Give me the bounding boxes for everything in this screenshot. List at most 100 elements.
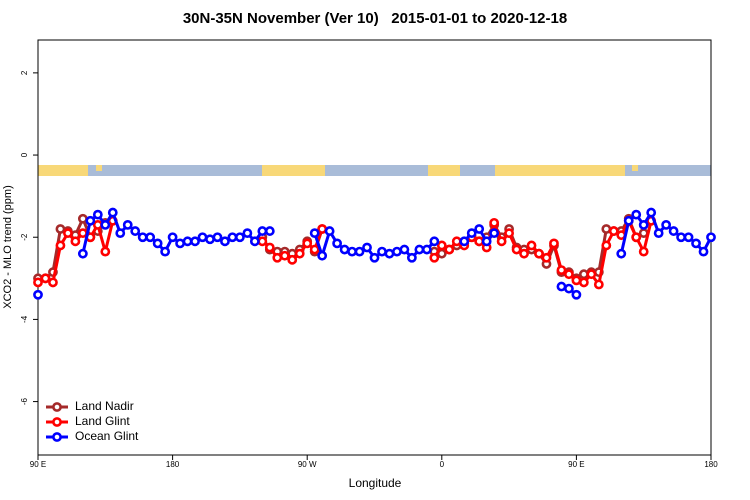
- x-tick-label: 180: [704, 460, 718, 469]
- data-point: [504, 228, 514, 239]
- data-point: [436, 240, 447, 251]
- data-point: [309, 228, 320, 239]
- data-point: [706, 232, 716, 243]
- land-ocean-strip: [38, 165, 711, 176]
- data-point: [638, 220, 649, 230]
- data-point: [601, 224, 612, 234]
- data-point: [399, 244, 410, 255]
- data-point: [638, 246, 649, 257]
- data-point: [40, 273, 51, 284]
- data-point: [421, 244, 432, 255]
- data-point: [571, 289, 582, 300]
- data-point: [100, 246, 111, 257]
- data-point: [623, 215, 634, 226]
- x-tick-label: 90 W: [298, 460, 317, 469]
- x-tick-label: 90 E: [568, 460, 584, 469]
- land-band: [38, 165, 88, 176]
- y-axis-label: XCO2 - MLO trend (ppm): [2, 185, 14, 308]
- data-point: [264, 226, 275, 236]
- data-point: [33, 277, 43, 288]
- data-point: [474, 224, 485, 234]
- land-band: [96, 165, 102, 171]
- data-point: [302, 238, 313, 249]
- data-point: [496, 236, 507, 247]
- data-point: [242, 228, 253, 239]
- data-point: [593, 279, 604, 290]
- data-point: [444, 244, 455, 255]
- data-point: [309, 244, 320, 255]
- data-point: [33, 289, 43, 300]
- legend-label: Land Nadir: [75, 399, 134, 413]
- y-tick-label: -6: [20, 397, 29, 405]
- data-point: [212, 232, 223, 243]
- data-point: [653, 228, 664, 239]
- data-point: [264, 242, 275, 253]
- land-band: [262, 165, 325, 176]
- data-point: [691, 238, 701, 249]
- data-point: [631, 232, 642, 243]
- data-point: [137, 232, 148, 243]
- data-point: [294, 248, 305, 259]
- data-point: [279, 250, 290, 261]
- legend-marker: [52, 402, 62, 412]
- data-point: [564, 269, 574, 280]
- data-point: [549, 238, 559, 249]
- data-point: [571, 275, 582, 286]
- legend-marker: [52, 417, 62, 427]
- data-point: [556, 265, 567, 275]
- data-point: [190, 236, 200, 247]
- data-point: [511, 244, 522, 255]
- data-point: [160, 246, 171, 257]
- data-point: [115, 228, 126, 239]
- data-point: [130, 226, 141, 236]
- data-point: [466, 228, 477, 239]
- data-point: [205, 234, 215, 245]
- y-tick-label: -4: [20, 315, 29, 323]
- data-point: [534, 248, 544, 259]
- series: [33, 207, 716, 300]
- data-point: [55, 240, 66, 251]
- data-point: [249, 236, 260, 247]
- ocean-band: [38, 165, 711, 176]
- data-point: [197, 232, 208, 243]
- data-point: [451, 236, 462, 247]
- x-tick-label: 90 E: [30, 460, 46, 469]
- data-point: [564, 283, 574, 294]
- data-point: [661, 220, 672, 230]
- data-point: [481, 236, 492, 247]
- data-point: [257, 226, 268, 236]
- data-point: [474, 236, 485, 247]
- data-point: [55, 224, 66, 234]
- data-point: [175, 238, 185, 249]
- data-point: [556, 281, 567, 292]
- data-point: [586, 269, 597, 280]
- data-point: [578, 269, 589, 280]
- data-point: [324, 226, 335, 236]
- data-point: [698, 246, 709, 257]
- y-tick-label: -2: [20, 233, 29, 241]
- data-point: [122, 220, 133, 230]
- data-point: [676, 232, 686, 243]
- data-point: [220, 236, 230, 247]
- data-point: [152, 238, 163, 249]
- data-point: [459, 236, 470, 247]
- data-point: [257, 236, 268, 247]
- data-point: [234, 232, 245, 243]
- data-point: [631, 209, 642, 220]
- data-point: [354, 246, 365, 257]
- data-point: [77, 248, 88, 259]
- data-point: [92, 220, 103, 230]
- data-point: [519, 248, 529, 259]
- data-point: [70, 236, 81, 247]
- data-point: [406, 252, 417, 263]
- land-band: [495, 165, 625, 176]
- data-point: [489, 217, 500, 228]
- data-point: [489, 228, 500, 239]
- data-point: [100, 220, 111, 230]
- legend-label: Ocean Glint: [75, 429, 139, 443]
- data-point: [578, 277, 589, 288]
- data-point: [668, 226, 679, 236]
